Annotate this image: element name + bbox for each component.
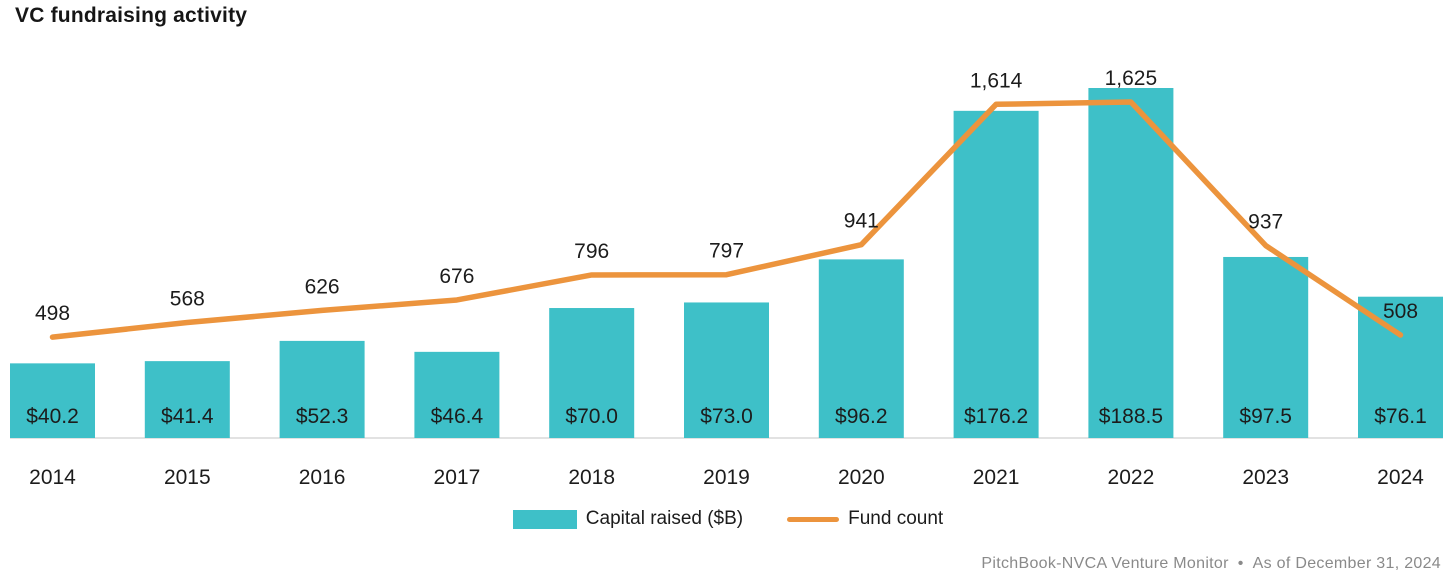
source-name: PitchBook-NVCA Venture Monitor [981, 555, 1229, 572]
chart-title: VC fundraising activity [15, 4, 248, 27]
bar-value-label: $52.3 [296, 405, 349, 428]
bar-value-label: $41.4 [161, 405, 214, 428]
bar-value-label: $96.2 [835, 405, 888, 428]
fund-count-label: 937 [1248, 211, 1283, 234]
year-label: 2022 [1108, 466, 1155, 489]
year-label: 2015 [164, 466, 211, 489]
legend-label-fund-count: Fund count [848, 508, 944, 529]
fund-count-label: 1,625 [1105, 67, 1158, 90]
fund-count-line [49, 99, 1404, 340]
bar-2019 [684, 302, 769, 438]
fund-count-line-swatch-icon [787, 516, 840, 522]
bar-2020 [818, 259, 904, 438]
bar-value-label: $40.2 [26, 405, 79, 428]
bar-value-label: $76.1 [1374, 405, 1427, 428]
bar-value-label: $188.5 [1099, 405, 1163, 428]
bullet-separator: • [1237, 555, 1244, 572]
year-label: 2019 [703, 466, 750, 489]
source-note: PitchBook-NVCA Venture Monitor • As of Dec… [981, 555, 1441, 573]
bar-2021 [953, 110, 1039, 438]
fund-count-label: 1,614 [970, 69, 1023, 92]
bar-value-label: $46.4 [431, 405, 484, 428]
year-label: 2023 [1242, 466, 1289, 489]
year-label: 2014 [29, 466, 76, 489]
capital-raised-swatch-icon [512, 509, 577, 529]
legend: Capital raised ($B) Fund count [0, 508, 1456, 530]
fund-count-label: 498 [35, 302, 70, 325]
legend-item-fund-count: Fund count [787, 508, 943, 530]
bar-2022 [1088, 88, 1174, 438]
bar-value-label: $97.5 [1239, 405, 1292, 428]
year-label: 2016 [299, 466, 346, 489]
legend-item-capital-raised: Capital raised ($B) [512, 508, 744, 530]
year-label: 2018 [568, 466, 615, 489]
year-label: 2017 [434, 466, 481, 489]
as-of-date: As of December 31, 2024 [1252, 555, 1441, 572]
fund-count-label: 568 [170, 288, 205, 311]
fund-count-label: 626 [305, 275, 340, 298]
fund-count-label: 676 [439, 265, 474, 288]
bar-2024 [1358, 296, 1443, 438]
year-label: 2020 [838, 466, 885, 489]
bar-value-label: $70.0 [565, 405, 618, 428]
fund-count-label: 796 [574, 240, 609, 263]
bar-2014 [10, 363, 95, 438]
bar-2017 [414, 351, 500, 438]
bar-value-label: $176.2 [964, 405, 1028, 428]
fund-count-label: 941 [844, 210, 879, 233]
fund-count-label: 508 [1383, 300, 1418, 323]
legend-label-capital-raised: Capital raised ($B) [585, 508, 744, 529]
year-label: 2024 [1377, 466, 1424, 489]
bar-2016 [279, 340, 365, 438]
fund-count-label: 797 [709, 240, 744, 263]
bar-2018 [549, 308, 635, 438]
year-label: 2021 [973, 466, 1020, 489]
bar-2015 [144, 361, 230, 438]
bar-value-label: $73.0 [700, 405, 753, 428]
bar-2023 [1223, 256, 1309, 438]
